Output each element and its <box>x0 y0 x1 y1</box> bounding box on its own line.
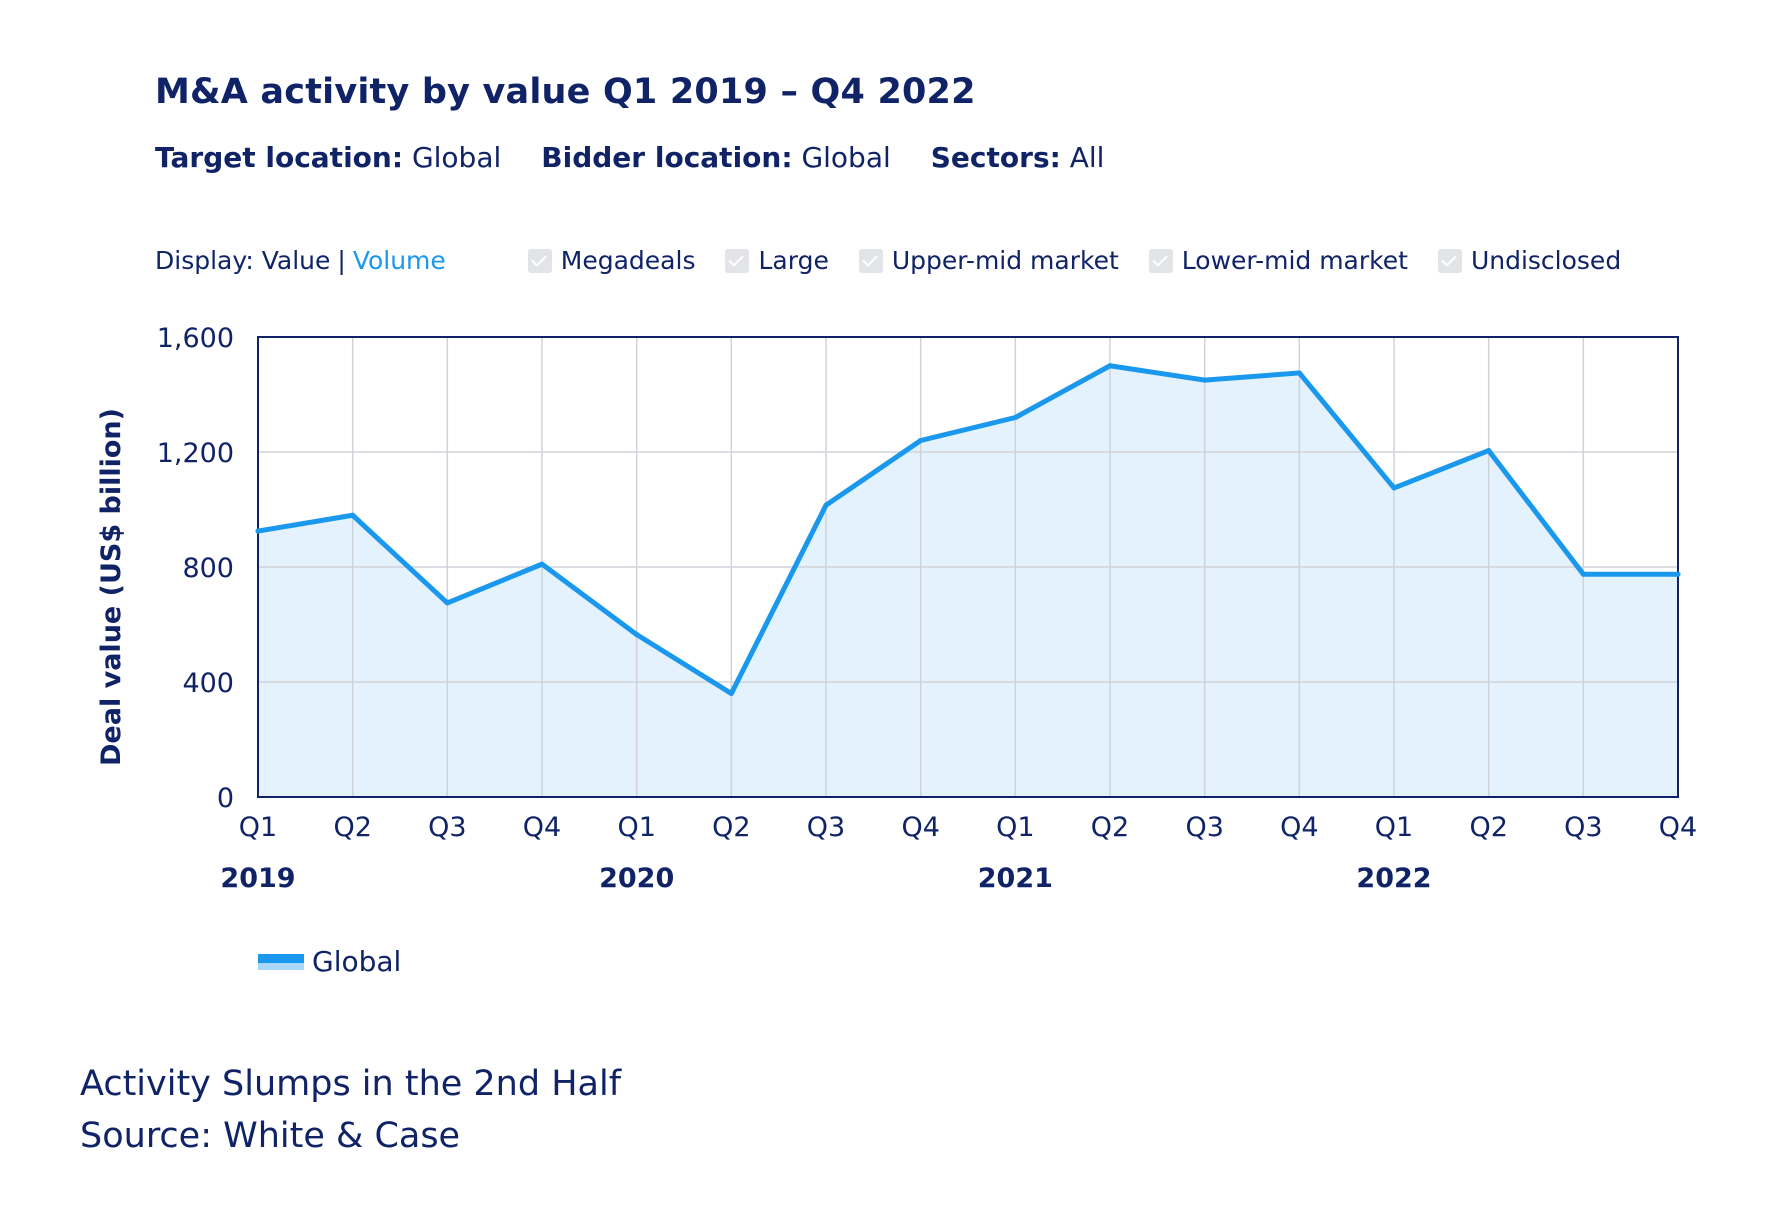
x-tick-label: Q2 <box>1091 812 1129 843</box>
x-tick-label: Q4 <box>523 812 561 843</box>
toggle-megadeals[interactable]: Megadeals <box>527 246 695 275</box>
data-point <box>823 502 829 508</box>
x-year-label: 2020 <box>599 863 674 894</box>
x-year-label: 2021 <box>978 863 1053 894</box>
checkbox-icon[interactable] <box>858 248 883 273</box>
data-point <box>539 561 545 567</box>
data-point <box>350 512 356 518</box>
data-point <box>444 600 450 606</box>
checkbox-icon[interactable] <box>527 248 552 273</box>
toggle-lower-mid-market[interactable]: Lower-mid market <box>1148 246 1408 275</box>
filter-summary: Target location: Global Bidder location:… <box>155 141 1104 174</box>
data-point <box>1107 363 1113 369</box>
display-volume-option[interactable]: Volume <box>352 246 446 275</box>
filter-target: Target location: Global <box>155 141 502 174</box>
data-point <box>1580 571 1586 577</box>
x-tick-label: Q1 <box>996 812 1034 843</box>
caption-source: Source: White & Case <box>80 1116 461 1156</box>
toggle-upper-mid-market[interactable]: Upper-mid market <box>858 246 1119 275</box>
filter-sectors: Sectors: All <box>930 141 1105 174</box>
data-point <box>1675 571 1681 577</box>
y-axis-label: Deal value (US$ billion) <box>96 408 127 766</box>
x-tick-label: Q3 <box>428 812 466 843</box>
plot-frame <box>257 336 1679 798</box>
x-tick-label: Q4 <box>1659 812 1697 843</box>
y-tick-label: 1,200 <box>157 438 234 469</box>
data-point <box>255 528 261 534</box>
x-tick-label: Q2 <box>333 812 371 843</box>
toggle-undisclosed[interactable]: Undisclosed <box>1437 246 1621 275</box>
x-tick-label: Q3 <box>1185 812 1223 843</box>
y-tick-label: 1,600 <box>157 323 234 354</box>
display-value-option[interactable]: Value <box>261 246 331 275</box>
series-line-global <box>255 363 1681 696</box>
data-point <box>918 438 924 443</box>
caption-subtitle: Activity Slumps in the 2nd Half <box>80 1064 622 1104</box>
data-point <box>1202 377 1208 383</box>
deal-size-toggles: Megadeals Large Upper-mid market Lower-m… <box>527 246 1651 275</box>
display-separator: | <box>337 246 346 275</box>
area-fill <box>258 365 1678 797</box>
x-tick-label: Q1 <box>239 812 277 843</box>
x-tick-label: Q2 <box>1469 812 1507 843</box>
display-label: Display: <box>155 246 254 275</box>
x-tick-label: Q3 <box>807 812 845 843</box>
checkbox-icon[interactable] <box>1437 248 1462 273</box>
x-tick-label: Q1 <box>1375 812 1413 843</box>
x-tick-label: Q4 <box>901 812 939 843</box>
data-point <box>1296 370 1302 376</box>
display-switch: Display: Value | Volume <box>155 246 446 275</box>
x-year-label: 2019 <box>220 863 295 894</box>
filter-bidder: Bidder location: Global <box>541 141 891 174</box>
chart-legend: Global <box>258 945 401 978</box>
checkbox-icon[interactable] <box>1148 248 1173 273</box>
x-tick-label: Q2 <box>712 812 750 843</box>
chart-controls: Display: Value | Volume Megadeals Large Up… <box>155 246 1651 275</box>
x-tick-label: Q3 <box>1564 812 1602 843</box>
area-chart: 0 400 800 1,200 1,600 Q1 Q2 Q3 Q4 Q1 Q2 Q3 Q4 Q1 Q2 Q3 Q… <box>96 323 1697 894</box>
chart-title: M&A activity by value Q1 2019 – Q4 2022 <box>155 72 976 112</box>
toggle-large[interactable]: Large <box>725 246 829 275</box>
caption: Activity Slumps in the 2nd Half Source: … <box>80 1058 621 1162</box>
legend-label-global: Global <box>312 945 402 978</box>
x-tick-label: Q1 <box>617 812 655 843</box>
data-point <box>728 691 734 696</box>
x-year-label: 2022 <box>1356 863 1431 894</box>
y-tick-label: 0 <box>217 783 234 814</box>
y-tick-label: 800 <box>182 553 234 584</box>
legend-swatch <box>258 953 304 970</box>
data-point <box>1391 485 1397 491</box>
y-tick-label: 400 <box>182 668 234 699</box>
data-point <box>634 632 640 638</box>
x-tick-label: Q4 <box>1280 812 1318 843</box>
data-point <box>1486 448 1492 454</box>
data-point <box>1012 415 1018 420</box>
checkbox-icon[interactable] <box>725 248 750 273</box>
